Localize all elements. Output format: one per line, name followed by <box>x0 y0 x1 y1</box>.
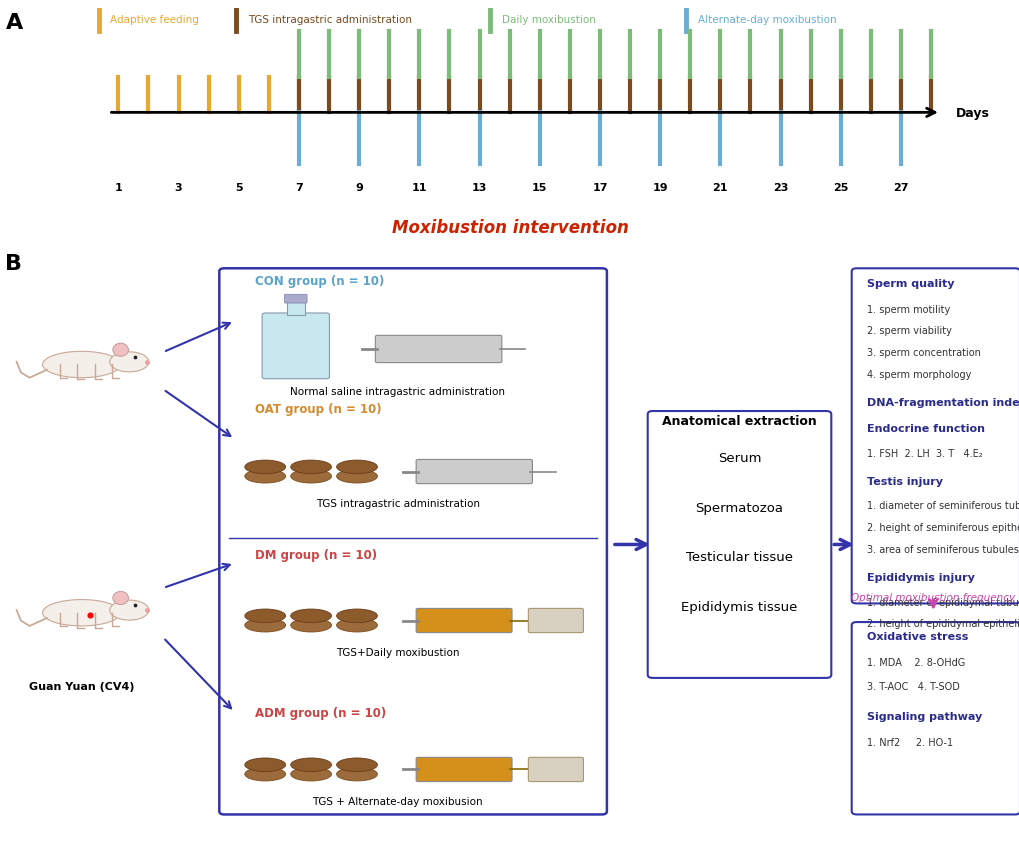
Text: 1. diameter of seminiferous tubules: 1. diameter of seminiferous tubules <box>866 501 1019 511</box>
Ellipse shape <box>245 470 285 484</box>
Text: 4. sperm morphology: 4. sperm morphology <box>866 369 970 380</box>
FancyBboxPatch shape <box>528 609 583 633</box>
Text: 2. height of seminiferous epithelium: 2. height of seminiferous epithelium <box>866 523 1019 532</box>
Ellipse shape <box>245 618 285 632</box>
Text: 11: 11 <box>412 183 427 193</box>
Text: Oxidative stress: Oxidative stress <box>866 632 967 641</box>
Ellipse shape <box>245 767 285 781</box>
Text: 3. sperm concentration: 3. sperm concentration <box>866 348 980 357</box>
Text: 13: 13 <box>472 183 487 193</box>
Ellipse shape <box>336 461 377 474</box>
Ellipse shape <box>43 600 120 626</box>
Text: TGS intragastric administration: TGS intragastric administration <box>316 499 479 508</box>
Text: 3. area of seminiferous tubules: 3. area of seminiferous tubules <box>866 544 1018 554</box>
Text: 27: 27 <box>893 183 908 193</box>
Text: 5: 5 <box>234 183 243 193</box>
Ellipse shape <box>336 767 377 781</box>
Ellipse shape <box>336 470 377 484</box>
Text: TGS + Alternate-day moxibusion: TGS + Alternate-day moxibusion <box>312 796 483 806</box>
Text: Anatomical extraction: Anatomical extraction <box>661 415 816 428</box>
Ellipse shape <box>290 767 331 781</box>
FancyBboxPatch shape <box>416 460 532 484</box>
Text: Endocrine function: Endocrine function <box>866 424 984 433</box>
Text: 19: 19 <box>652 183 667 193</box>
Text: 1. Nrf2     2. HO-1: 1. Nrf2 2. HO-1 <box>866 737 952 747</box>
Text: 23: 23 <box>772 183 788 193</box>
Text: 3. T-AOC   4. T-SOD: 3. T-AOC 4. T-SOD <box>866 681 959 691</box>
Text: ADM group (n = 10): ADM group (n = 10) <box>255 706 386 719</box>
Text: 9: 9 <box>355 183 363 193</box>
Text: Epididymis injury: Epididymis injury <box>866 572 974 582</box>
Ellipse shape <box>336 618 377 632</box>
Ellipse shape <box>336 758 377 771</box>
FancyBboxPatch shape <box>375 336 501 363</box>
Text: Guan Yuan (CV4): Guan Yuan (CV4) <box>29 681 135 691</box>
Text: Optimal moxibustion frequency: Optimal moxibustion frequency <box>851 592 1014 602</box>
Text: 25: 25 <box>833 183 848 193</box>
Text: 2. sperm viability: 2. sperm viability <box>866 326 951 336</box>
Text: Moxibustion intervention: Moxibustion intervention <box>391 219 628 237</box>
FancyBboxPatch shape <box>416 609 512 633</box>
Text: DNA-fragmentation index: DNA-fragmentation index <box>866 397 1019 407</box>
Ellipse shape <box>336 610 377 623</box>
Ellipse shape <box>110 352 149 373</box>
Text: Adaptive feeding: Adaptive feeding <box>110 15 199 25</box>
Text: DM group (n = 10): DM group (n = 10) <box>255 548 377 561</box>
FancyBboxPatch shape <box>851 623 1019 815</box>
Ellipse shape <box>290 758 331 771</box>
FancyBboxPatch shape <box>851 269 1019 604</box>
Text: Spermatozoa: Spermatozoa <box>695 501 783 514</box>
Text: 1. sperm motility: 1. sperm motility <box>866 304 950 314</box>
Text: Testicular tissue: Testicular tissue <box>686 551 792 564</box>
Ellipse shape <box>113 344 128 357</box>
Ellipse shape <box>110 600 149 621</box>
Text: 7: 7 <box>294 183 303 193</box>
Text: Sperm quality: Sperm quality <box>866 278 954 288</box>
Ellipse shape <box>290 470 331 484</box>
Text: 2. height of epididymal epithelial: 2. height of epididymal epithelial <box>866 618 1019 629</box>
Text: Alternate-day moxibustion: Alternate-day moxibustion <box>697 15 836 25</box>
FancyBboxPatch shape <box>262 313 329 380</box>
Ellipse shape <box>245 758 285 771</box>
Text: 1. FSH  2. LH  3. T   4.E₂: 1. FSH 2. LH 3. T 4.E₂ <box>866 448 981 458</box>
FancyBboxPatch shape <box>416 758 512 782</box>
Text: TGS+Daily moxibustion: TGS+Daily moxibustion <box>335 647 460 657</box>
FancyBboxPatch shape <box>286 300 305 316</box>
FancyBboxPatch shape <box>219 269 606 815</box>
Text: 15: 15 <box>532 183 547 193</box>
Text: Normal saline intragastric administration: Normal saline intragastric administratio… <box>290 387 504 397</box>
Ellipse shape <box>290 461 331 474</box>
Text: Days: Days <box>955 107 988 120</box>
FancyBboxPatch shape <box>284 295 307 304</box>
Ellipse shape <box>113 592 128 605</box>
Text: 1: 1 <box>114 183 122 193</box>
Text: 17: 17 <box>592 183 607 193</box>
Text: OAT group (n = 10): OAT group (n = 10) <box>255 402 381 415</box>
Text: Signaling pathway: Signaling pathway <box>866 711 981 721</box>
Ellipse shape <box>290 610 331 623</box>
FancyBboxPatch shape <box>647 412 830 678</box>
Text: TGS intragastric administration: TGS intragastric administration <box>248 15 412 25</box>
Ellipse shape <box>43 352 120 378</box>
Text: 21: 21 <box>712 183 728 193</box>
Ellipse shape <box>290 618 331 632</box>
Text: 3: 3 <box>174 183 182 193</box>
FancyBboxPatch shape <box>528 758 583 782</box>
Ellipse shape <box>245 610 285 623</box>
Text: B: B <box>5 253 22 274</box>
Text: Serum: Serum <box>717 451 760 465</box>
Text: 1. MDA    2. 8-OHdG: 1. MDA 2. 8-OHdG <box>866 658 964 667</box>
Text: 1. diameter of epididymal tubules: 1. diameter of epididymal tubules <box>866 597 1019 607</box>
Ellipse shape <box>245 461 285 474</box>
Text: A: A <box>6 13 23 34</box>
Text: CON group (n = 10): CON group (n = 10) <box>255 276 384 288</box>
Text: Testis injury: Testis injury <box>866 476 943 486</box>
Text: Daily moxibustion: Daily moxibustion <box>501 15 595 25</box>
Text: Epididymis tissue: Epididymis tissue <box>681 600 797 613</box>
